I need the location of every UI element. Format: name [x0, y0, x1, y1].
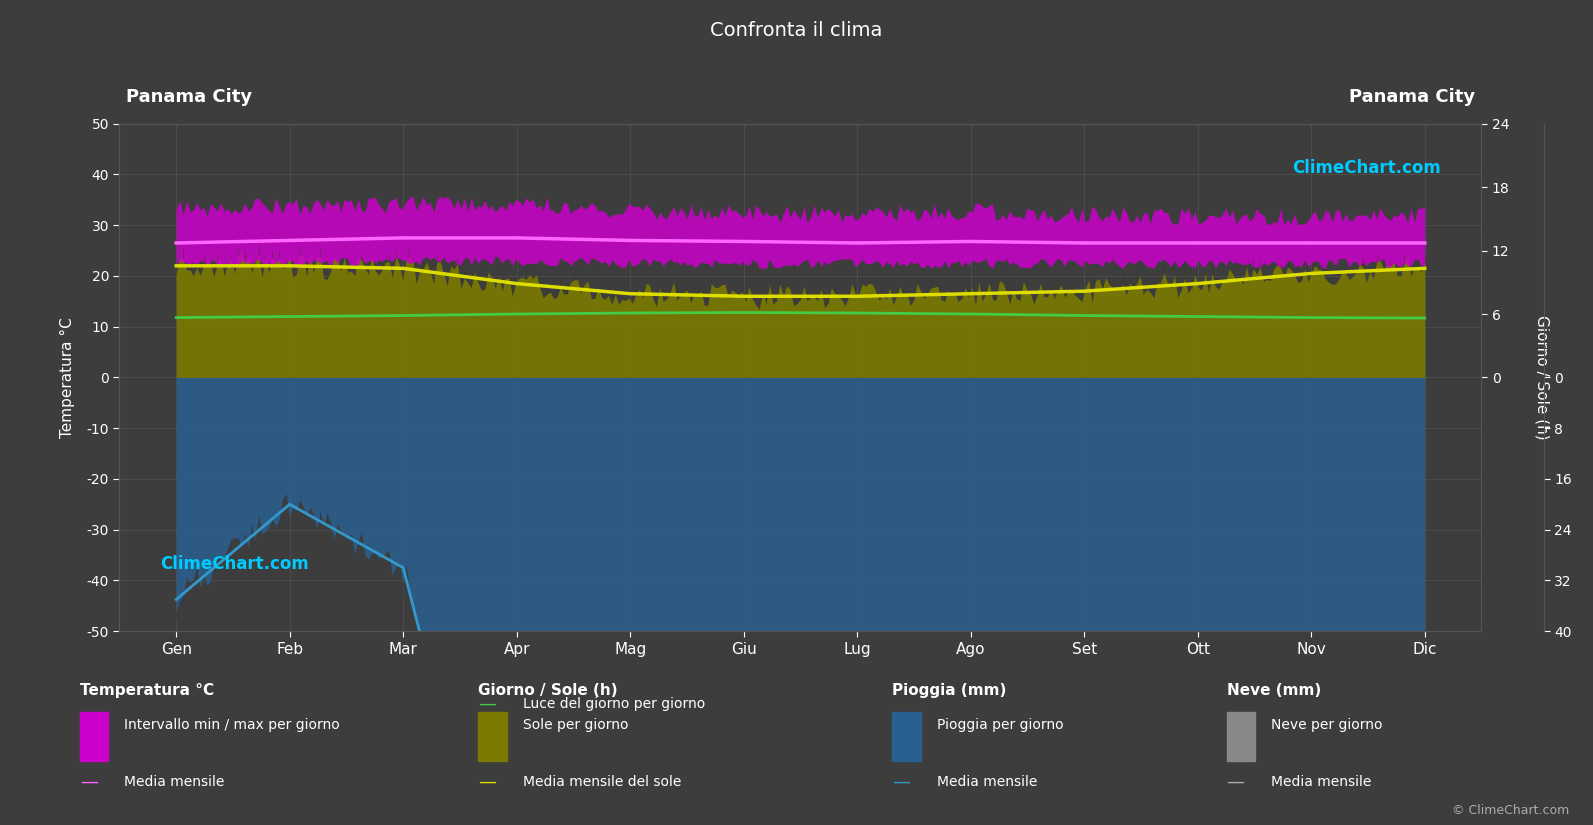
Bar — [1227, 712, 1255, 761]
Text: Panama City: Panama City — [1349, 88, 1475, 106]
Text: Media mensile: Media mensile — [937, 775, 1037, 789]
Text: Neve per giorno: Neve per giorno — [1271, 718, 1383, 732]
Text: —: — — [892, 773, 910, 790]
Text: —: — — [478, 773, 495, 790]
Text: Neve (mm): Neve (mm) — [1227, 683, 1321, 698]
Text: Giorno / Sole (h): Giorno / Sole (h) — [478, 683, 618, 698]
Text: © ClimeChart.com: © ClimeChart.com — [1451, 804, 1569, 817]
Text: Panama City: Panama City — [126, 88, 252, 106]
Y-axis label: Giorno / Sole (h): Giorno / Sole (h) — [1534, 315, 1550, 440]
Text: —: — — [1227, 773, 1244, 790]
Text: ClimeChart.com: ClimeChart.com — [161, 555, 309, 573]
Text: Sole per giorno: Sole per giorno — [523, 718, 628, 732]
Text: Media mensile del sole: Media mensile del sole — [523, 775, 680, 789]
Text: Temperatura °C: Temperatura °C — [80, 683, 213, 698]
Text: —: — — [478, 695, 495, 713]
Text: Media mensile: Media mensile — [124, 775, 225, 789]
Text: ClimeChart.com: ClimeChart.com — [1292, 159, 1440, 177]
Bar — [892, 712, 921, 761]
Text: Pioggia per giorno: Pioggia per giorno — [937, 718, 1063, 732]
Bar — [478, 712, 507, 761]
Text: Intervallo min / max per giorno: Intervallo min / max per giorno — [124, 718, 339, 732]
Text: Pioggia (mm): Pioggia (mm) — [892, 683, 1007, 698]
Text: Media mensile: Media mensile — [1271, 775, 1372, 789]
Text: —: — — [80, 773, 97, 790]
Text: Confronta il clima: Confronta il clima — [710, 21, 883, 40]
Bar — [80, 712, 108, 761]
Text: Luce del giorno per giorno: Luce del giorno per giorno — [523, 697, 704, 710]
Y-axis label: Temperatura °C: Temperatura °C — [61, 317, 75, 438]
